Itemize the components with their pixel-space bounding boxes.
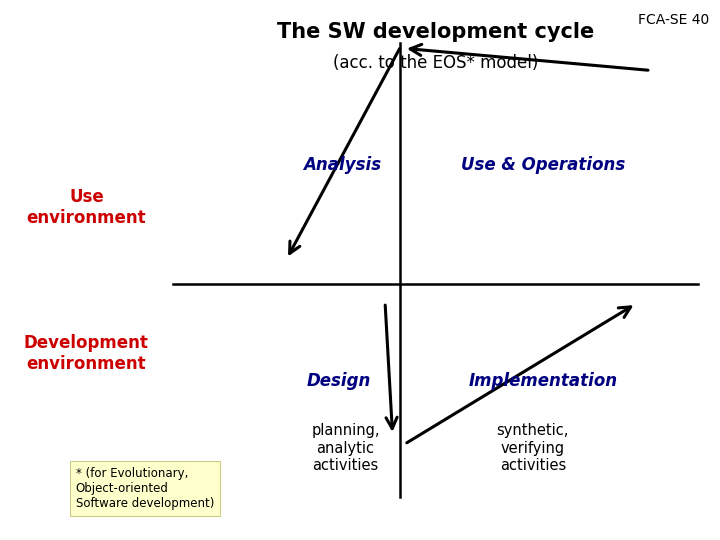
Text: * (for Evolutionary,
Object-oriented
Software development): * (for Evolutionary, Object-oriented Sof…: [76, 467, 214, 510]
Text: The SW development cycle: The SW development cycle: [277, 22, 594, 42]
Text: Implementation: Implementation: [469, 372, 618, 390]
Text: Design: Design: [306, 372, 371, 390]
Text: (acc. to the EOS* model): (acc. to the EOS* model): [333, 54, 539, 72]
Text: Use & Operations: Use & Operations: [462, 156, 626, 174]
Text: FCA-SE 40: FCA-SE 40: [638, 14, 709, 28]
Text: Analysis: Analysis: [303, 156, 381, 174]
Text: planning,
analytic
activities: planning, analytic activities: [311, 423, 380, 473]
Text: synthetic,
verifying
activities: synthetic, verifying activities: [497, 423, 569, 473]
Text: Use
environment: Use environment: [27, 188, 146, 227]
Text: Development
environment: Development environment: [24, 334, 149, 373]
